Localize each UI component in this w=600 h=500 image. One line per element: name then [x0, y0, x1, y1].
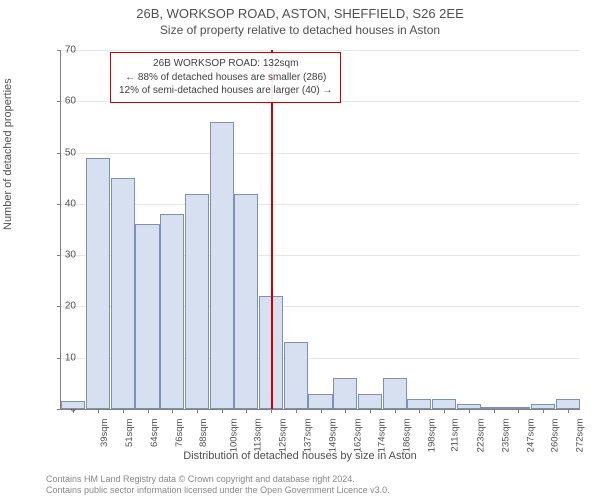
- bar: [358, 394, 382, 409]
- xtick-mark: [469, 409, 470, 413]
- xtick-label: 113sqm: [252, 419, 263, 452]
- gridline: [61, 50, 580, 51]
- xtick-mark: [271, 409, 272, 413]
- bar: [111, 178, 135, 409]
- annotation-line-1: 26B WORKSOP ROAD: 132sqm: [119, 57, 332, 71]
- bar: [234, 194, 258, 409]
- annotation-box: 26B WORKSOP ROAD: 132sqm← 88% of detache…: [110, 52, 341, 103]
- bar: [407, 399, 431, 409]
- chart-container: 26B, WORKSOP ROAD, ASTON, SHEFFIELD, S26…: [0, 0, 600, 500]
- xtick-label: 64sqm: [149, 419, 160, 448]
- bar: [185, 194, 209, 409]
- xtick-mark: [395, 409, 396, 413]
- xtick-mark: [568, 409, 569, 413]
- xtick-mark: [172, 409, 173, 413]
- xtick-label: 174sqm: [377, 419, 388, 453]
- xtick-label: 247sqm: [525, 419, 536, 453]
- xtick-mark: [197, 409, 198, 413]
- bar: [457, 404, 481, 409]
- ytick-label: 20: [46, 301, 76, 312]
- bar: [61, 401, 85, 409]
- bar: [383, 378, 407, 409]
- xtick-mark: [321, 409, 322, 413]
- xtick-label: 186sqm: [401, 419, 412, 453]
- xtick-label: 272sqm: [574, 419, 585, 453]
- ytick-label: 50: [46, 147, 76, 158]
- xtick-label: 211sqm: [450, 419, 461, 452]
- bar: [160, 214, 184, 409]
- annotation-line-3: 12% of semi-detached houses are larger (…: [119, 84, 332, 98]
- xtick-label: 260sqm: [550, 419, 561, 453]
- bar: [135, 224, 159, 409]
- annotation-line-2: ← 88% of detached houses are smaller (28…: [119, 71, 332, 85]
- bar: [556, 399, 580, 409]
- xtick-label: 198sqm: [426, 419, 437, 453]
- xtick-mark: [345, 409, 346, 413]
- bar: [210, 122, 234, 409]
- xtick-mark: [543, 409, 544, 413]
- xtick-label: 149sqm: [327, 419, 338, 453]
- chart-title-1: 26B, WORKSOP ROAD, ASTON, SHEFFIELD, S26…: [0, 0, 600, 21]
- bar: [506, 407, 530, 409]
- ytick-label: 60: [46, 96, 76, 107]
- plot-area: [60, 50, 580, 410]
- xtick-mark: [494, 409, 495, 413]
- xtick-label: 76sqm: [174, 419, 185, 448]
- xtick-label: 125sqm: [278, 419, 289, 453]
- xtick-label: 223sqm: [475, 419, 486, 453]
- y-axis-label: Number of detached properties: [2, 78, 14, 230]
- xtick-label: 137sqm: [302, 419, 313, 453]
- reference-line: [271, 50, 273, 409]
- bar: [308, 394, 332, 409]
- xtick-label: 39sqm: [99, 419, 110, 448]
- bar: [333, 378, 357, 409]
- footer-attribution: Contains HM Land Registry data © Crown c…: [46, 474, 390, 497]
- xtick-mark: [123, 409, 124, 413]
- chart-title-2: Size of property relative to detached ho…: [0, 21, 600, 37]
- bar: [531, 404, 555, 409]
- xtick-mark: [518, 409, 519, 413]
- gridline: [61, 153, 580, 154]
- xtick-mark: [370, 409, 371, 413]
- ytick-label: 40: [46, 198, 76, 209]
- xtick-label: 51sqm: [124, 419, 135, 448]
- ytick-label: 70: [46, 45, 76, 56]
- gridline: [61, 204, 580, 205]
- xtick-label: 235sqm: [500, 419, 511, 453]
- bar: [86, 158, 110, 409]
- xtick-mark: [444, 409, 445, 413]
- xtick-mark: [98, 409, 99, 413]
- xtick-label: 88sqm: [198, 419, 209, 448]
- xtick-mark: [296, 409, 297, 413]
- bar: [481, 407, 505, 409]
- xtick-mark: [222, 409, 223, 413]
- xtick-mark: [419, 409, 420, 413]
- xtick-mark: [148, 409, 149, 413]
- xtick-mark: [246, 409, 247, 413]
- bar: [432, 399, 456, 409]
- xtick-label: 100sqm: [228, 419, 239, 453]
- ytick-label: 10: [46, 352, 76, 363]
- footer-line-1: Contains HM Land Registry data © Crown c…: [46, 474, 390, 485]
- bar: [284, 342, 308, 409]
- xtick-label: 162sqm: [352, 419, 363, 453]
- ytick-label: 30: [46, 250, 76, 261]
- footer-line-2: Contains public sector information licen…: [46, 485, 390, 496]
